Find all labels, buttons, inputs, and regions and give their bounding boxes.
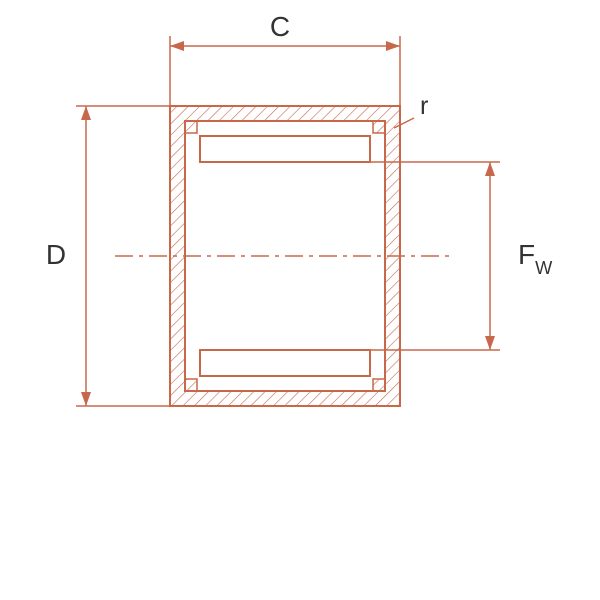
roller-top xyxy=(200,136,370,162)
chamfer-corner xyxy=(373,121,385,133)
label-r: r xyxy=(420,92,428,120)
bearing-cross-section-diagram: C D FW r xyxy=(0,0,600,600)
chamfer-corner xyxy=(185,121,197,133)
dim-label-d: D xyxy=(46,239,66,270)
roller-bottom xyxy=(200,350,370,376)
dim-label-c: C xyxy=(270,11,290,42)
chamfer-corner xyxy=(185,379,197,391)
chamfer-corner xyxy=(373,379,385,391)
dim-label-fw: FW xyxy=(518,239,553,278)
